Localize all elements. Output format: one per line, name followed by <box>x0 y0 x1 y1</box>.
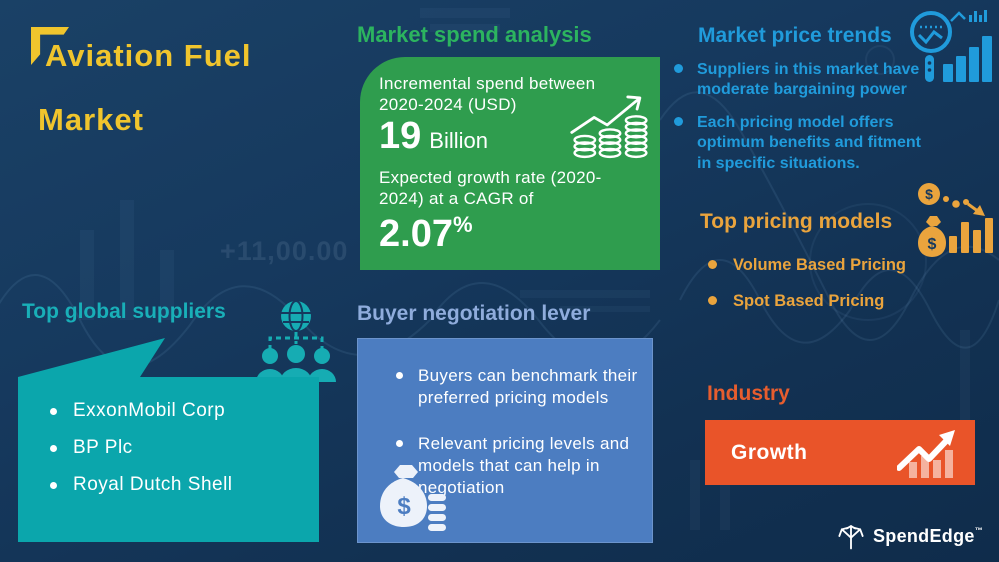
section-heading-market-price-trends: Market price trends <box>698 24 892 47</box>
bullet-text: Relevant pricing levels and models that … <box>418 434 630 498</box>
bullet-text: Volume Based Pricing <box>733 256 906 274</box>
bullet-text: Buyers can benchmark their preferred pri… <box>418 366 638 408</box>
bullet-dot-icon <box>708 260 717 269</box>
svg-text:$: $ <box>397 493 411 520</box>
pricing-models-bullet-list: Volume Based Pricing Spot Based Pricing <box>708 256 906 311</box>
bullet-text: Spot Based Pricing <box>733 292 885 310</box>
title-line-2: Market <box>38 102 144 137</box>
section-heading-industry: Industry <box>707 382 790 405</box>
list-item: Royal Dutch Shell <box>50 474 233 496</box>
list-item: Each pricing model offers optimum benefi… <box>674 113 935 174</box>
growth-value-unit: % <box>452 212 473 237</box>
industry-growth-card: Growth <box>705 420 975 485</box>
globe-network-icon <box>256 300 336 382</box>
buyer-negotiation-card: Buyers can benchmark their preferred pri… <box>357 338 653 543</box>
bullet-dot-icon <box>50 482 57 489</box>
bullet-dot-icon <box>708 296 717 305</box>
suppliers-list: ExxonMobil Corp BP Plc Royal Dutch Shell <box>50 400 233 496</box>
svg-text:$: $ <box>925 186 933 202</box>
growth-value-number: 2.07 <box>379 213 453 255</box>
market-spend-analysis-card: Incremental spend between 2020-2024 (USD… <box>360 57 660 270</box>
section-heading-top-global-suppliers: Top global suppliers <box>22 300 226 323</box>
bullet-dot-icon <box>674 116 683 126</box>
industry-value: Growth <box>731 441 808 464</box>
growth-rate-value: 2.07% <box>379 212 473 256</box>
list-item: Suppliers in this market have moderate b… <box>674 60 935 101</box>
list-item: BP Plc <box>50 437 233 459</box>
incremental-spend-value: 19 Billion <box>379 115 488 158</box>
title-line-1: Aviation Fuel <box>45 38 252 73</box>
bullet-text: Each pricing model offers optimum benefi… <box>697 113 921 172</box>
list-item: ExxonMobil Corp <box>50 400 233 422</box>
section-heading-buyer-negotiation-lever: Buyer negotiation lever <box>357 302 591 325</box>
bullet-dot-icon <box>396 372 403 379</box>
trademark-symbol: ™ <box>974 525 983 535</box>
list-item: Spot Based Pricing <box>708 292 906 311</box>
svg-text:$: $ <box>928 236 937 253</box>
coin-stacks-growth-icon <box>570 95 648 159</box>
list-item: Buyers can benchmark their preferred pri… <box>396 365 643 409</box>
list-item: Relevant pricing levels and models that … <box>396 433 643 499</box>
price-trends-bullet-list: Suppliers in this market have moderate b… <box>674 60 935 174</box>
bullet-dot-icon <box>50 408 57 415</box>
brand-text: SpendEdge <box>872 525 975 546</box>
growth-rate-label: Expected growth rate (2020-2024) at a CA… <box>379 168 602 209</box>
growth-arrow-icon <box>897 430 955 478</box>
spend-value-number: 19 <box>379 115 422 157</box>
money-bag-declining-chart-icon: $ $ <box>918 183 993 257</box>
section-heading-market-spend-analysis: Market spend analysis <box>357 22 592 47</box>
spendedge-logo-icon <box>838 525 864 550</box>
magnifier-chart-icon <box>910 10 992 82</box>
supplier-name: Royal Dutch Shell <box>73 474 233 495</box>
supplier-name: ExxonMobil Corp <box>73 400 226 421</box>
bullet-dot-icon <box>674 64 683 73</box>
bullet-dot-icon <box>396 440 403 448</box>
bullet-dot-icon <box>50 445 57 452</box>
spend-value-unit: Billion <box>429 128 488 153</box>
section-heading-top-pricing-models: Top pricing models <box>700 210 893 233</box>
supplier-name: BP Plc <box>73 437 133 458</box>
brand-name: SpendEdge™ <box>873 526 983 547</box>
money-bag-icon: $ <box>380 465 446 531</box>
incremental-spend-label: Incremental spend between 2020-2024 (USD… <box>379 74 596 115</box>
brand-logo: SpendEdge™ <box>836 520 983 552</box>
list-item: Volume Based Pricing <box>708 256 906 275</box>
negotiation-bullet-list: Buyers can benchmark their preferred pri… <box>396 365 643 499</box>
bullet-text: Suppliers in this market have moderate b… <box>697 61 920 99</box>
background-watermark-number: +11,00.00 <box>220 236 349 266</box>
